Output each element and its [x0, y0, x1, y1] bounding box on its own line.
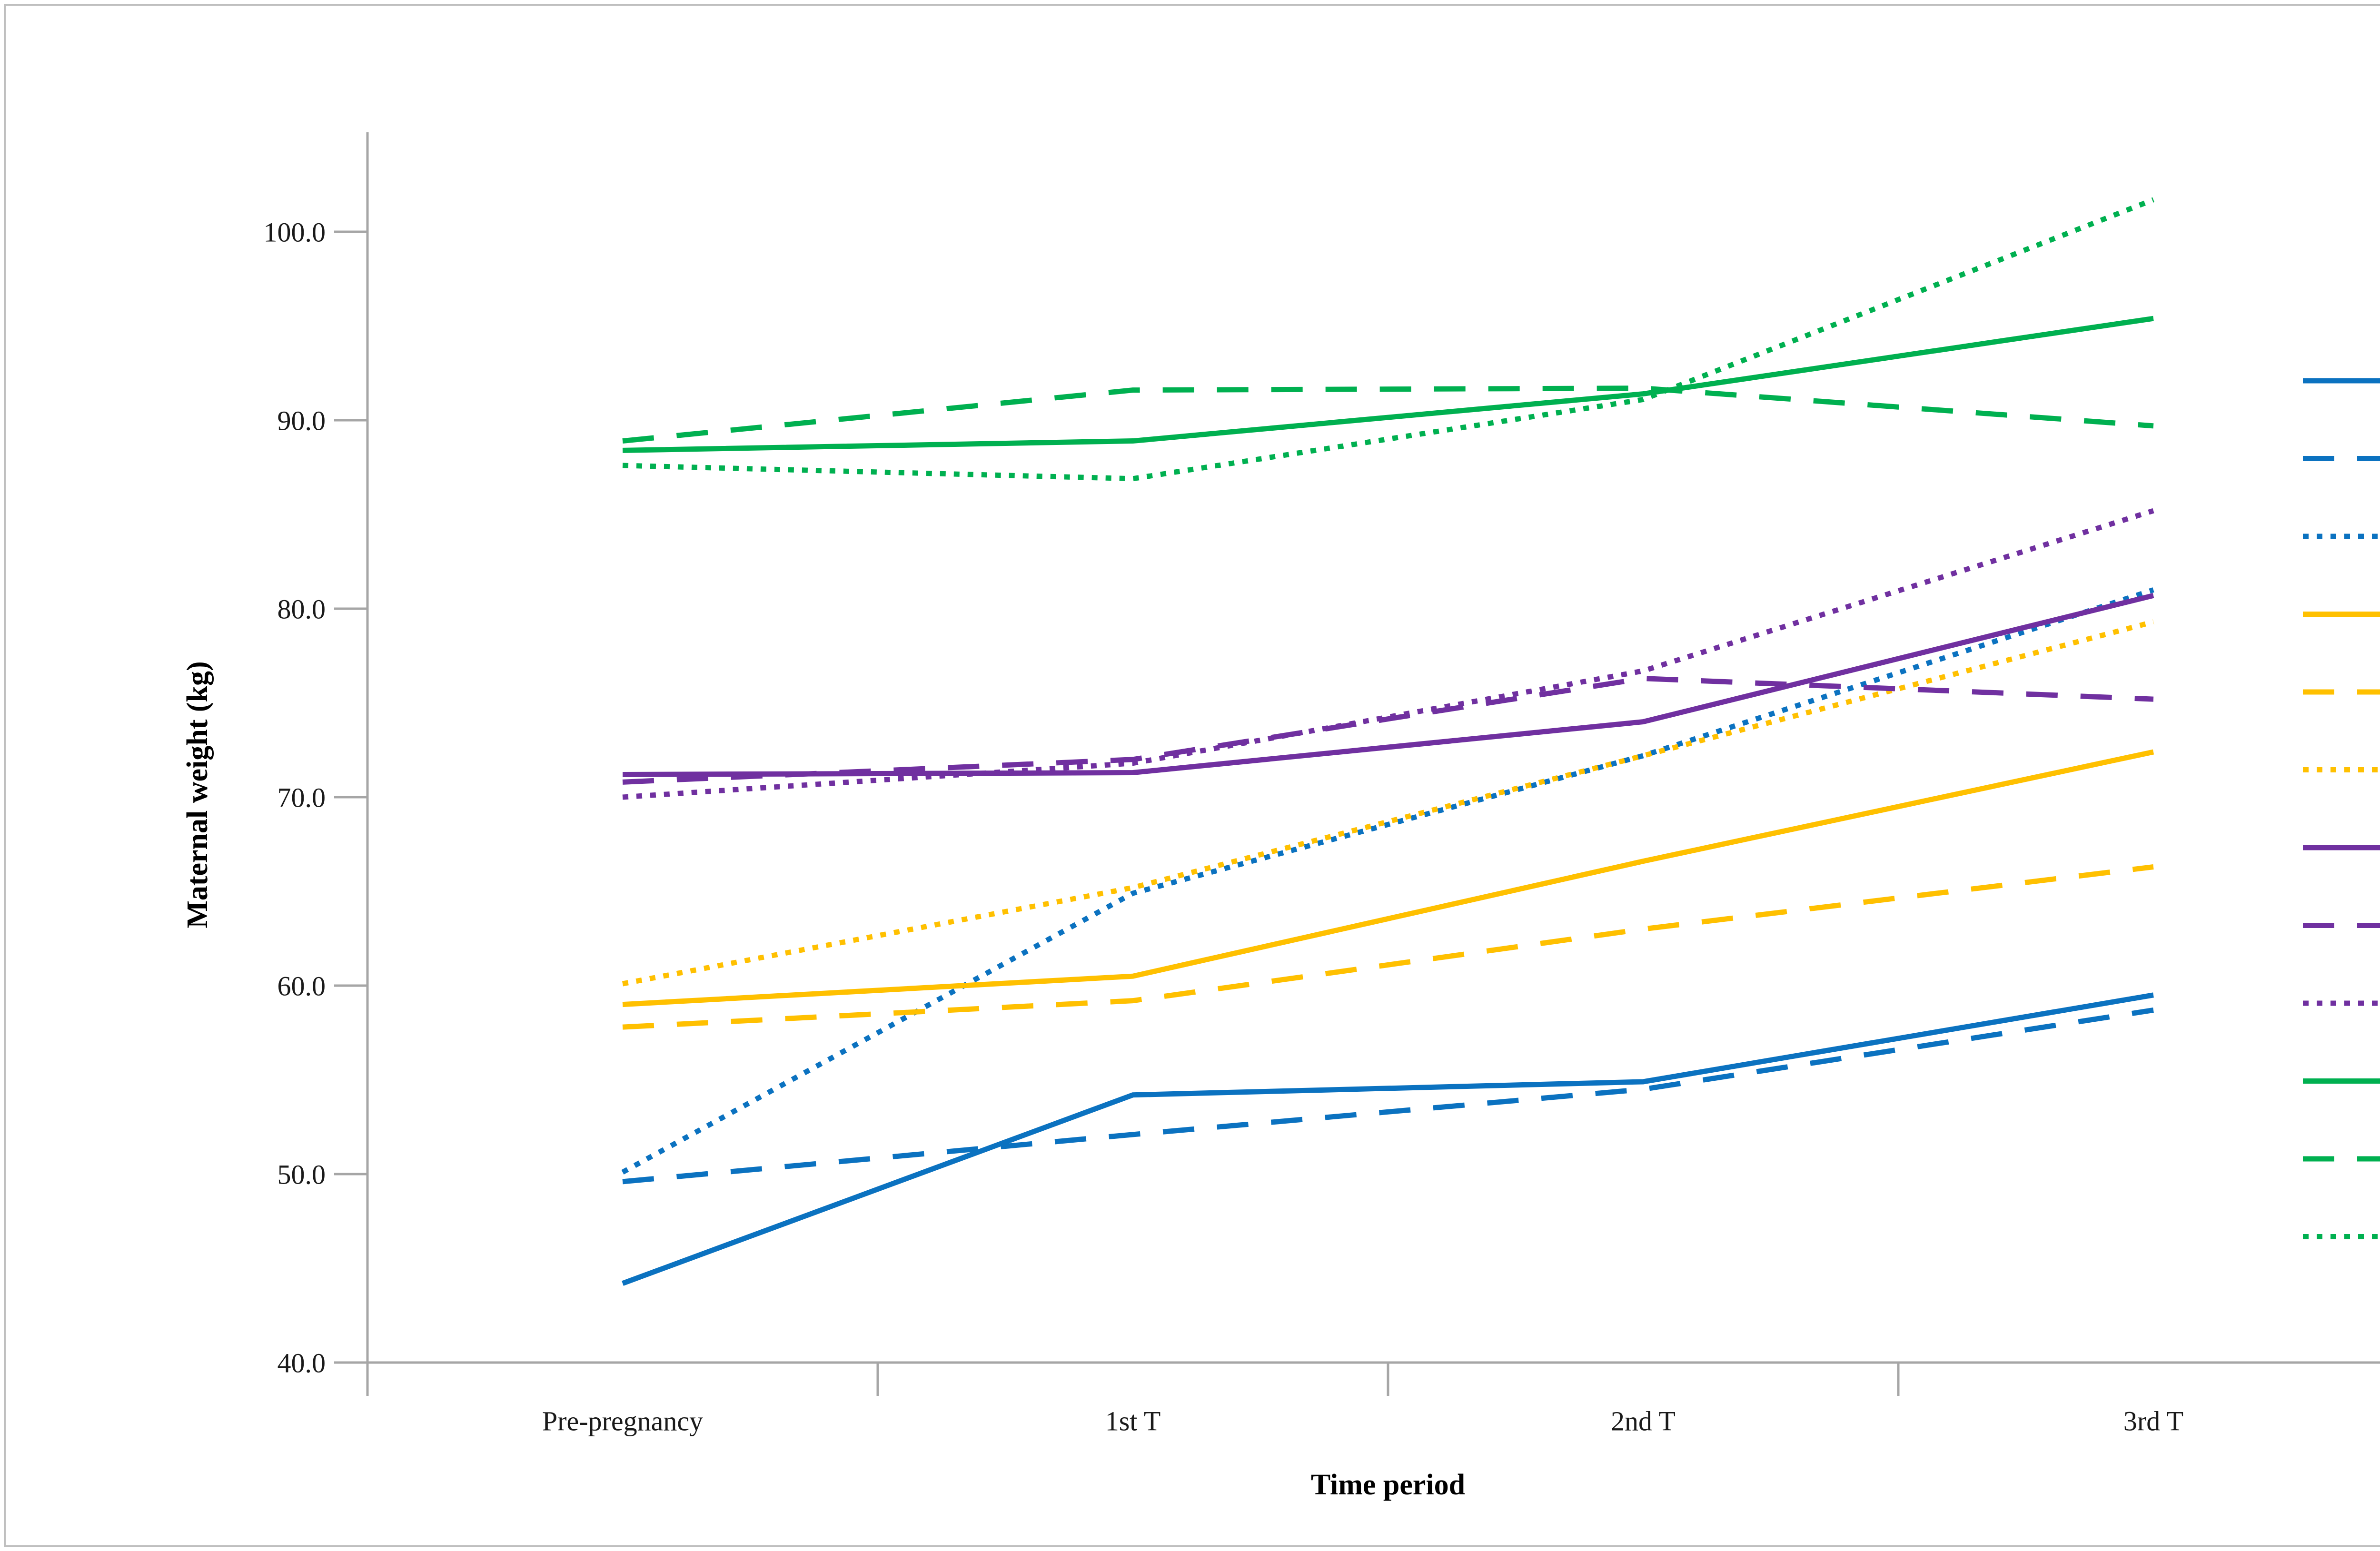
- x-tick-label: 3rd T: [2123, 1405, 2183, 1436]
- legend-item: Obese Excessive: [2303, 1234, 2380, 1239]
- y-tick-label: 50.0: [278, 1159, 326, 1190]
- series-line-overweight-adequate: [622, 593, 2154, 777]
- series-group: [621, 197, 2155, 1286]
- x-axis-title: Time period: [1311, 1469, 1465, 1501]
- series-line-normoweight-insufficient: [622, 864, 2154, 1030]
- y-axis-title: Maternal weight (kg): [181, 661, 214, 928]
- x-tick-label: 2nd T: [1611, 1405, 1676, 1436]
- legend-item: Obese Insufficient: [2303, 1156, 2380, 1162]
- legend-group: Underweight Adequate Underweight Insuffic…: [2303, 378, 2380, 1239]
- tick-labels-group: 40.0 50.0 60.0 70.0 80.0 90.0 100.0 Pre-pregnan…: [264, 217, 2184, 1436]
- y-tick-label: 40.0: [278, 1347, 326, 1378]
- legend-item: Normoweight Adequate: [2303, 612, 2380, 617]
- legend-item: Overweight Adequate: [2303, 845, 2380, 850]
- x-tick-label: 1st T: [1105, 1405, 1161, 1436]
- legend-item: Underweight Excessive: [2303, 533, 2380, 539]
- series-line-obese-excessive: [622, 197, 2155, 482]
- series-line-obese-adequate: [622, 316, 2154, 453]
- legend-item: Underweight Adequate: [2303, 378, 2380, 384]
- y-tick-label: 70.0: [278, 782, 326, 813]
- legend-item: Obese Adequate: [2303, 1078, 2380, 1084]
- series-line-overweight-insufficient: [622, 676, 2154, 785]
- legend-item: Normoweight Insufficient: [2303, 689, 2380, 695]
- y-tick-label: 90.0: [278, 405, 326, 436]
- legend-item: Normoweight Excessive: [2303, 767, 2380, 772]
- series-line-normoweight-adequate: [622, 749, 2154, 1008]
- y-tick-label: 100.0: [264, 217, 326, 247]
- series-line-underweight-adequate: [622, 992, 2154, 1286]
- figure-border: [4, 4, 2380, 1547]
- y-tick-label: 60.0: [278, 970, 326, 1001]
- series-line-underweight-insufficient: [622, 1008, 2154, 1185]
- series-line-obese-insufficient: [622, 385, 2154, 444]
- legend-item: Overweight Excessive: [2303, 1000, 2380, 1006]
- series-line-underweight-excessive: [621, 587, 2154, 1175]
- legend-item: Underweight Insufficient: [2303, 456, 2380, 461]
- axes-group: [334, 132, 2380, 1396]
- y-tick-label: 80.0: [278, 593, 326, 624]
- legend-item: Overweight Insufficient: [2303, 923, 2380, 928]
- x-tick-label: Pre-pregnancy: [542, 1405, 703, 1436]
